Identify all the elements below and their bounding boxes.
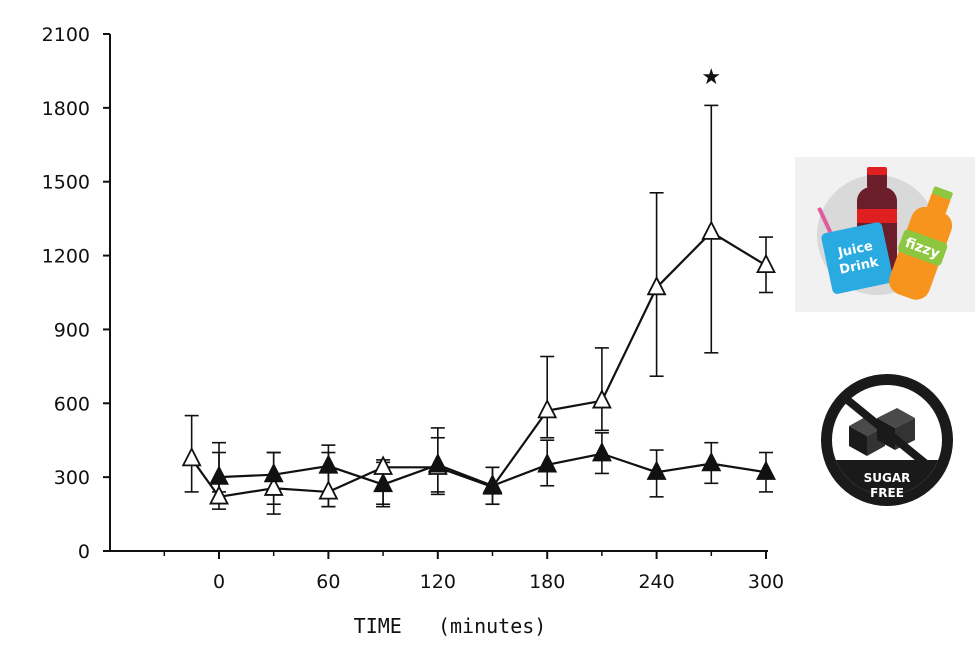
chart: 0 300 600 900 1200 1500 1800 2100 0 60 120 180 240 30…: [42, 24, 784, 638]
y-tick-label: 600: [54, 393, 90, 415]
data-point-filled-triangle: [537, 452, 558, 473]
soft-drinks-icon: Juice Drink fizzy: [795, 157, 975, 312]
juice-label-line1: Juice: [836, 239, 875, 261]
x-tick-label: 0: [213, 571, 225, 593]
y-tick-label: 0: [78, 541, 90, 563]
data-point-filled-triangle: [209, 465, 229, 485]
x-tick-label: 300: [748, 571, 784, 593]
data-point-open-triangle: [701, 220, 722, 240]
data-point-filled-triangle: [318, 454, 339, 474]
significance-star: ★: [701, 65, 721, 90]
markers: [181, 220, 776, 505]
x-tick-label: 60: [316, 571, 340, 593]
data-point-filled-triangle: [427, 452, 448, 473]
data-point-filled-triangle: [482, 473, 503, 494]
y-tick-label: 1200: [42, 246, 90, 268]
annotations: ★: [701, 65, 721, 90]
sugar-free-line1: SUGAR: [864, 471, 911, 485]
series-line: [190, 230, 767, 499]
sugar-free-icon: SUGAR FREE: [815, 368, 960, 513]
data-point-filled-triangle: [701, 451, 722, 472]
data-point-open-triangle: [591, 388, 612, 409]
data-point-filled-triangle: [263, 462, 284, 483]
x-tick-label: 240: [638, 571, 674, 593]
data-point-filled-triangle: [756, 460, 776, 480]
x-axis-title: TIME (minutes): [354, 614, 547, 638]
data-point-open-triangle: [646, 275, 667, 296]
error-bars: [184, 104, 773, 515]
x-tick-label: 180: [529, 571, 565, 593]
y-tick-label: 900: [54, 319, 90, 341]
y-tick-label: 300: [54, 467, 90, 489]
series-lines: [190, 230, 767, 499]
y-tick-label: 1500: [42, 172, 90, 194]
data-point-open-triangle: [318, 480, 339, 500]
data-point-open-triangle: [756, 253, 776, 274]
data-point-filled-triangle: [373, 472, 394, 493]
data-point-open-triangle: [263, 476, 284, 496]
sugar-free-line2: FREE: [870, 486, 904, 500]
ticks: 0 300 600 900 1200 1500 1800 2100 0 60 120 180 240 30…: [42, 24, 784, 593]
data-point-filled-triangle: [591, 441, 612, 462]
y-tick-label: 1800: [42, 98, 90, 120]
y-tick-label: 2100: [42, 24, 90, 46]
data-point-open-triangle: [537, 398, 558, 419]
data-point-open-triangle: [181, 446, 202, 467]
data-point-open-triangle: [209, 484, 229, 505]
x-tick-label: 120: [420, 571, 456, 593]
data-point-filled-triangle: [646, 460, 667, 480]
